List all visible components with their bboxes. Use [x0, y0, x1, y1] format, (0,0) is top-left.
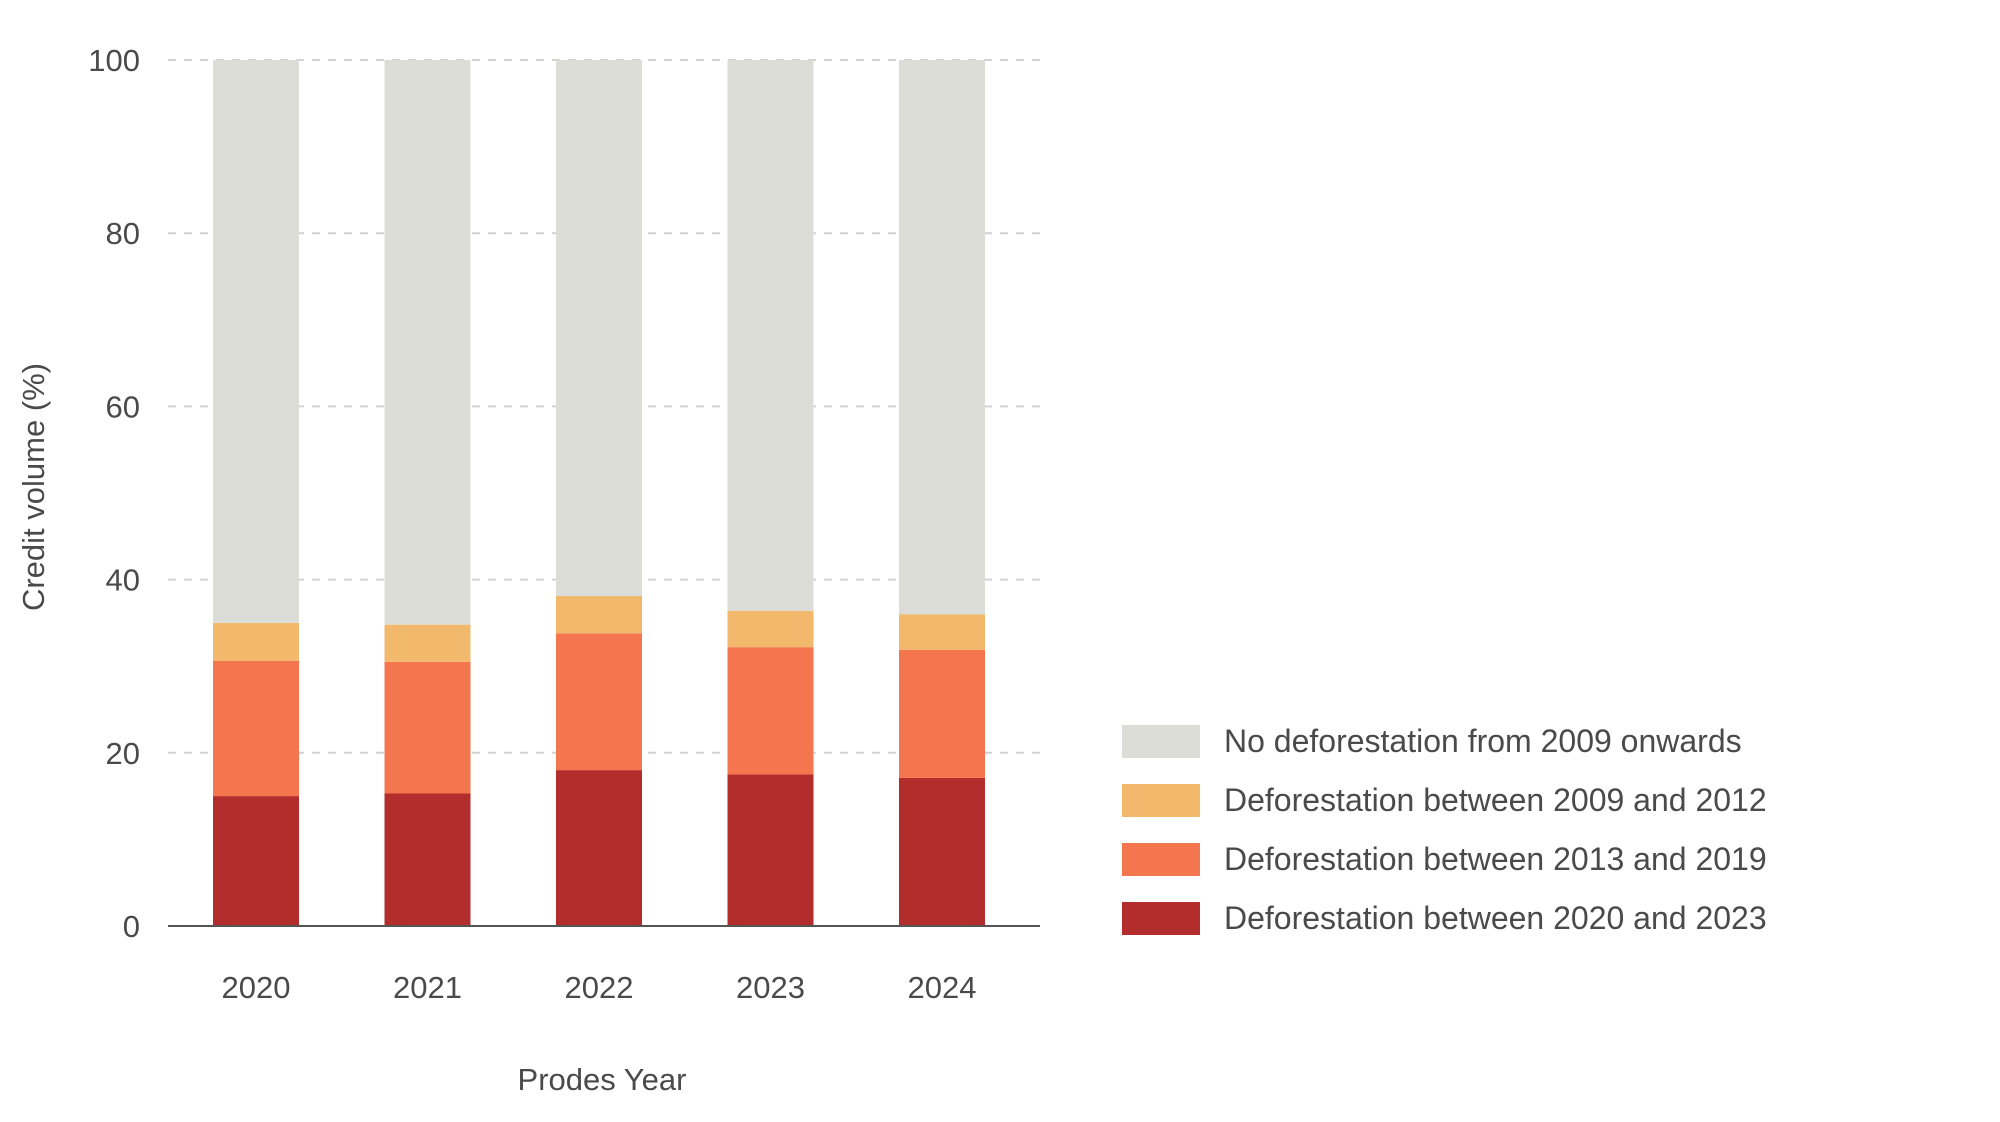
bar-segment: [384, 793, 471, 926]
legend-swatch: [1122, 725, 1200, 758]
bar-segment: [899, 614, 985, 650]
x-axis-title: Prodes Year: [518, 1062, 687, 1097]
legend-label: Deforestation between 2020 and 2023: [1224, 900, 1767, 936]
legend: No deforestation from 2009 onwards Defor…: [1122, 712, 1767, 948]
bar-segment: [727, 60, 814, 611]
bar-segment: [556, 633, 642, 771]
x-tick-labels: 2020 2021 2022 2023 2024: [222, 970, 977, 1005]
y-tick-label: 0: [123, 909, 140, 944]
y-tick-label: 100: [88, 43, 140, 78]
y-tick-labels: 0 20 40 60 80 100: [88, 43, 140, 944]
bar-segment: [899, 649, 985, 778]
bar-segment: [213, 661, 299, 797]
legend-item: Deforestation between 2013 and 2019: [1122, 830, 1767, 889]
x-tick-label: 2020: [222, 970, 291, 1005]
bar-segment: [213, 796, 299, 926]
bar-segment: [727, 647, 814, 775]
legend-item: Deforestation between 2009 and 2012: [1122, 771, 1767, 830]
legend-item: No deforestation from 2009 onwards: [1122, 712, 1767, 771]
x-tick-label: 2024: [908, 970, 977, 1005]
bar-segment: [384, 624, 471, 662]
x-tick-label: 2022: [565, 970, 634, 1005]
legend-swatch: [1122, 784, 1200, 817]
legend-label: Deforestation between 2013 and 2019: [1224, 841, 1767, 877]
bar-segment: [899, 777, 985, 926]
bar-segment: [384, 60, 471, 625]
bar-segment: [727, 610, 814, 648]
legend-swatch: [1122, 902, 1200, 935]
legend-swatch: [1122, 843, 1200, 876]
bar-segment: [556, 770, 642, 926]
legend-label: No deforestation from 2009 onwards: [1224, 723, 1742, 759]
y-tick-label: 60: [106, 389, 140, 424]
x-tick-label: 2021: [393, 970, 462, 1005]
bar-segment: [899, 60, 985, 615]
bar-segment: [213, 60, 299, 623]
bar-segment: [556, 60, 642, 597]
bar-segment: [384, 661, 471, 794]
x-tick-label: 2023: [736, 970, 805, 1005]
legend-label: Deforestation between 2009 and 2012: [1224, 782, 1767, 818]
bar-segment: [556, 596, 642, 634]
y-tick-label: 80: [106, 216, 140, 251]
y-tick-label: 40: [106, 563, 140, 598]
y-tick-label: 20: [106, 736, 140, 771]
legend-item: Deforestation between 2020 and 2023: [1122, 889, 1767, 948]
bar-segment: [213, 622, 299, 662]
bar-segment: [727, 774, 814, 926]
bars-group: [213, 60, 985, 926]
y-axis-title: Credit volume (%): [16, 363, 51, 611]
